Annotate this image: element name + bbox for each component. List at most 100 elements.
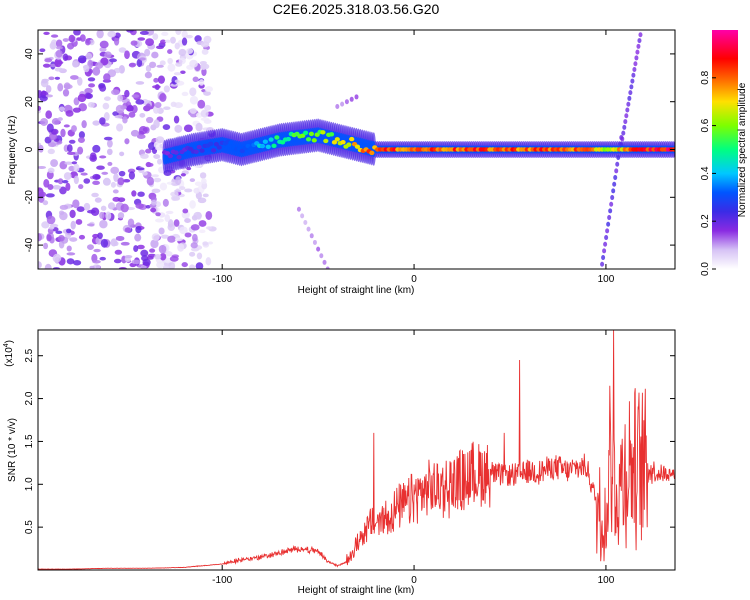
noise-blob <box>85 52 93 60</box>
noise-blob <box>159 182 168 191</box>
noise-blob <box>42 200 49 206</box>
noise-blob <box>72 107 82 113</box>
noise-blob <box>62 53 69 61</box>
noise-blob <box>120 203 129 213</box>
noise-blob <box>157 158 163 165</box>
noise-blob <box>122 116 128 124</box>
noise-blob <box>78 131 85 139</box>
noise-blob <box>137 37 146 41</box>
streak-blob <box>312 239 317 245</box>
noise-blob <box>155 136 165 144</box>
noise-blob <box>191 233 198 242</box>
noise-blob <box>43 242 49 250</box>
noise-blob <box>130 129 140 137</box>
noise-blob <box>115 235 125 241</box>
noise-blob <box>54 67 64 72</box>
noise-blob <box>84 87 93 94</box>
noise-blob <box>103 136 113 141</box>
ridge-core <box>210 148 217 153</box>
noise-blob <box>66 144 73 153</box>
streak-blob <box>613 175 618 181</box>
noise-blob <box>111 89 120 96</box>
ridge-core <box>311 138 317 143</box>
noise-blob <box>57 83 64 92</box>
noise-blob <box>189 264 196 269</box>
ridge-core <box>259 143 266 149</box>
ridge-core <box>196 144 202 150</box>
noise-blob <box>171 195 178 201</box>
noise-blob <box>92 144 101 153</box>
noise-blob <box>151 51 159 59</box>
noise-blob <box>200 109 209 118</box>
streak-blob <box>610 195 615 201</box>
noise-blob <box>151 233 160 241</box>
noise-blob <box>152 33 159 41</box>
noise-blob <box>128 62 136 68</box>
noise-blob <box>140 264 147 269</box>
ridge-core <box>248 146 254 151</box>
noise-blob <box>181 262 188 268</box>
noise-blob <box>59 186 67 195</box>
noise-blob <box>99 155 107 159</box>
streak-blob <box>620 136 625 142</box>
noise-blob <box>173 72 182 76</box>
noise-blob <box>112 111 119 117</box>
streak-blob <box>622 124 627 130</box>
noise-blob <box>103 73 111 82</box>
noise-blob <box>94 174 101 180</box>
noise-blob <box>140 153 149 159</box>
noise-blob <box>174 237 183 242</box>
y-tick-label: 0.5 <box>24 520 35 534</box>
streak-blob <box>626 101 631 107</box>
noise-blob <box>152 85 161 89</box>
noise-blob <box>151 188 161 193</box>
streak-blob <box>296 206 301 212</box>
noise-blob <box>105 211 112 220</box>
noise-blob <box>80 172 88 176</box>
noise-blob <box>190 224 200 231</box>
noise-blob <box>162 264 170 269</box>
noise-blob <box>168 262 176 269</box>
snr-ylabel: SNR (10 * v/v) <box>7 418 18 482</box>
noise-blob <box>167 235 176 243</box>
streak-blob <box>601 255 606 261</box>
noise-blob <box>134 233 142 242</box>
noise-blob <box>91 192 99 198</box>
noise-blob <box>154 218 164 223</box>
noise-blob <box>174 42 180 50</box>
y-tick-label: 20 <box>24 96 35 108</box>
noise-blob <box>167 49 173 55</box>
noise-blob <box>194 181 203 187</box>
colorbar-tick-label: 0.8 <box>700 70 711 84</box>
noise-blob <box>95 62 104 69</box>
svg-text:(x104): (x104) <box>3 340 15 367</box>
ridge-core <box>340 139 346 145</box>
noise-blob <box>50 34 59 38</box>
noise-blob <box>46 123 54 133</box>
noise-blob <box>180 173 186 177</box>
noise-blob <box>135 226 142 234</box>
noise-blob <box>139 57 146 61</box>
noise-blob <box>45 110 52 119</box>
noise-blob <box>194 35 202 43</box>
noise-blob <box>144 71 152 79</box>
noise-blob <box>118 47 127 53</box>
noise-blob <box>204 86 213 93</box>
noise-blob <box>135 81 145 85</box>
noise-blob <box>55 39 63 48</box>
noise-blob <box>52 185 62 190</box>
noise-blob <box>77 146 84 155</box>
noise-blob <box>66 258 75 265</box>
noise-blob <box>202 241 209 246</box>
noise-blob <box>102 177 111 186</box>
noise-blob <box>184 232 192 238</box>
noise-blob <box>57 234 65 242</box>
noise-field <box>38 30 643 269</box>
noise-blob <box>179 226 188 235</box>
noise-blob <box>45 85 52 93</box>
noise-blob <box>99 40 109 49</box>
noise-blob <box>55 230 63 235</box>
noise-blob <box>59 211 68 221</box>
noise-blob <box>56 45 63 50</box>
streak-blob <box>335 103 340 109</box>
